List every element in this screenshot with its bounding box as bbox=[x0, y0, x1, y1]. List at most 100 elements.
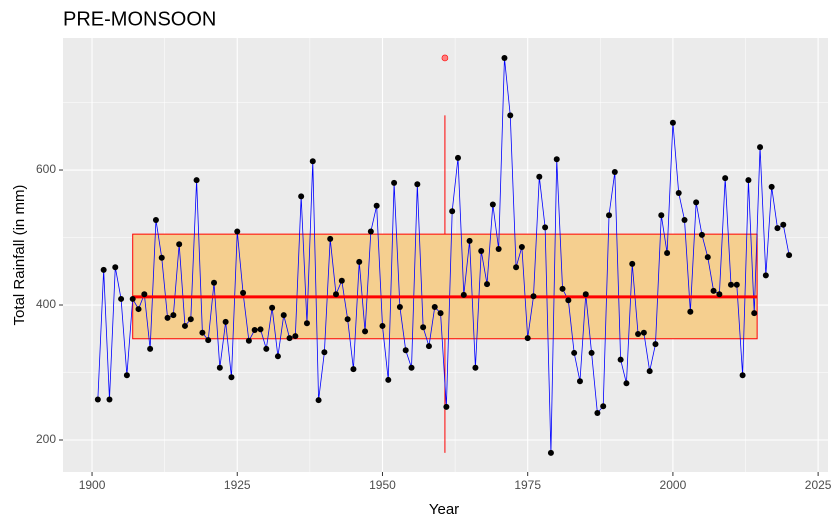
x-tick-label: 1900 bbox=[79, 478, 106, 492]
point bbox=[385, 376, 392, 383]
point bbox=[193, 177, 200, 184]
y-axis-label: Total Rainfall (in mm) bbox=[11, 185, 28, 326]
point bbox=[100, 266, 107, 273]
point bbox=[600, 403, 607, 410]
point bbox=[698, 231, 705, 238]
point bbox=[762, 272, 769, 279]
point bbox=[152, 216, 159, 223]
point bbox=[251, 326, 258, 333]
point bbox=[472, 364, 479, 371]
point bbox=[263, 345, 270, 352]
point bbox=[286, 335, 293, 342]
point bbox=[118, 295, 125, 302]
point bbox=[164, 314, 171, 321]
point bbox=[635, 331, 642, 338]
point bbox=[640, 329, 647, 336]
point bbox=[518, 243, 525, 250]
point bbox=[187, 316, 194, 323]
point bbox=[158, 254, 165, 261]
point bbox=[768, 183, 775, 190]
point bbox=[333, 291, 340, 298]
point bbox=[547, 449, 554, 456]
point bbox=[391, 179, 398, 186]
point bbox=[466, 237, 473, 244]
point bbox=[211, 279, 218, 286]
point bbox=[571, 349, 578, 356]
point bbox=[733, 281, 740, 288]
point bbox=[629, 260, 636, 267]
point bbox=[240, 289, 247, 296]
point bbox=[484, 281, 491, 288]
point bbox=[559, 285, 566, 292]
point bbox=[327, 235, 334, 242]
point bbox=[123, 372, 130, 379]
point bbox=[565, 297, 572, 304]
point bbox=[454, 154, 461, 161]
point bbox=[129, 295, 136, 302]
point bbox=[664, 250, 671, 257]
point bbox=[507, 112, 514, 119]
point bbox=[344, 316, 351, 323]
point bbox=[431, 304, 438, 311]
y-tick-label: 400 bbox=[36, 297, 56, 311]
point bbox=[513, 264, 520, 271]
point bbox=[338, 277, 345, 284]
point bbox=[425, 343, 432, 350]
point bbox=[594, 410, 601, 417]
point bbox=[269, 304, 276, 311]
point bbox=[420, 324, 427, 331]
x-tick-label: 2025 bbox=[805, 478, 832, 492]
y-tick-label: 200 bbox=[36, 432, 56, 446]
point bbox=[234, 228, 241, 235]
point bbox=[408, 364, 415, 371]
point bbox=[379, 322, 386, 329]
point bbox=[205, 337, 212, 344]
point bbox=[170, 312, 177, 319]
point bbox=[257, 326, 264, 333]
point bbox=[501, 54, 508, 61]
point bbox=[292, 333, 299, 340]
point bbox=[780, 221, 787, 228]
point bbox=[675, 189, 682, 196]
point bbox=[280, 312, 287, 319]
point bbox=[693, 199, 700, 206]
point bbox=[460, 291, 467, 298]
rainfall-line bbox=[97, 57, 790, 453]
point bbox=[147, 345, 154, 352]
point bbox=[722, 175, 729, 182]
point bbox=[553, 156, 560, 163]
point bbox=[309, 158, 316, 165]
chart-title: PRE-MONSOON bbox=[63, 8, 216, 30]
point bbox=[745, 177, 752, 184]
point bbox=[623, 380, 630, 387]
point bbox=[373, 202, 380, 209]
point bbox=[315, 397, 322, 404]
point bbox=[321, 349, 328, 356]
point bbox=[588, 349, 595, 356]
x-tick-label: 1975 bbox=[514, 478, 541, 492]
point bbox=[350, 366, 357, 373]
point bbox=[786, 252, 793, 259]
point bbox=[687, 308, 694, 315]
point bbox=[704, 254, 711, 261]
point bbox=[489, 201, 496, 208]
point bbox=[542, 224, 549, 231]
point bbox=[611, 169, 618, 176]
point bbox=[681, 216, 688, 223]
point bbox=[443, 403, 450, 410]
x-tick-label: 1950 bbox=[369, 478, 396, 492]
point bbox=[751, 310, 758, 317]
point bbox=[617, 356, 624, 363]
point bbox=[536, 173, 543, 180]
point bbox=[524, 335, 531, 342]
point bbox=[298, 193, 305, 200]
point bbox=[135, 306, 142, 313]
point bbox=[199, 329, 206, 336]
point bbox=[739, 372, 746, 379]
point bbox=[216, 364, 223, 371]
point bbox=[658, 212, 665, 219]
point bbox=[774, 225, 781, 232]
point bbox=[112, 264, 119, 271]
